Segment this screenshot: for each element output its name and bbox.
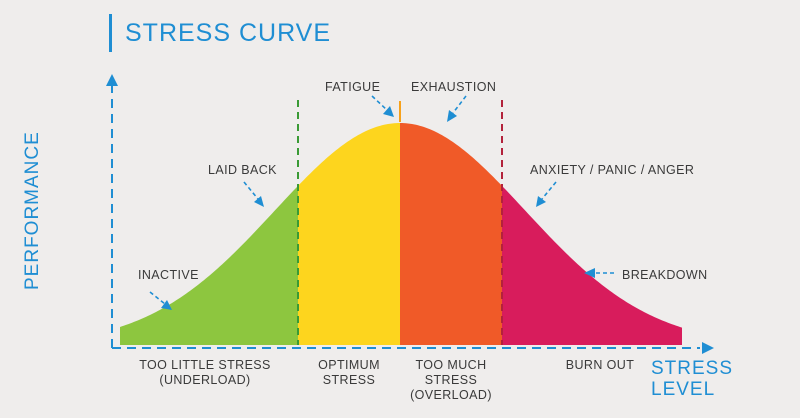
zone-overload-label: TOO MUCH STRESS (OVERLOAD) xyxy=(410,358,492,402)
zone-underload-area xyxy=(120,185,298,345)
zone-burnout-label: BURN OUT xyxy=(565,358,635,372)
label-breakdown: BREAKDOWN xyxy=(622,268,708,282)
zone-optimum-area xyxy=(298,123,400,345)
label-anxiety: ANXIETY / PANIC / ANGER xyxy=(530,163,695,177)
diagram-title: STRESS CURVE xyxy=(125,19,332,47)
x-axis-label-line1: STRESS xyxy=(651,358,734,379)
inactive-arrow-icon xyxy=(149,291,172,310)
x-axis-label-line2: LEVEL xyxy=(651,379,716,400)
label-fatigue: FATIGUE xyxy=(325,80,381,94)
label-exhaustion: EXHAUSTION xyxy=(411,80,497,94)
label-inactive: INACTIVE xyxy=(138,268,199,282)
zone-overload-area xyxy=(400,123,502,345)
fatigue-arrow-icon xyxy=(371,95,394,117)
x-axis xyxy=(112,342,714,354)
zone-underload-label: TOO LITTLE STRESS (UNDERLOAD) xyxy=(139,358,271,387)
x-axis-label: STRESS LEVEL xyxy=(651,358,733,400)
laid-back-arrow-icon xyxy=(243,181,264,207)
label-laid-back: LAID BACK xyxy=(208,163,277,177)
y-axis-label: PERFORMANCE xyxy=(22,131,43,290)
exhaustion-arrow-icon xyxy=(447,95,467,122)
title-accent-bar xyxy=(109,14,112,52)
zone-burnout-area xyxy=(502,185,682,345)
y-axis xyxy=(106,74,118,348)
breakdown-arrow-icon xyxy=(584,268,614,278)
anxiety-arrow-icon xyxy=(536,181,557,207)
zone-optimum-label: OPTIMUM STRESS xyxy=(318,358,380,387)
